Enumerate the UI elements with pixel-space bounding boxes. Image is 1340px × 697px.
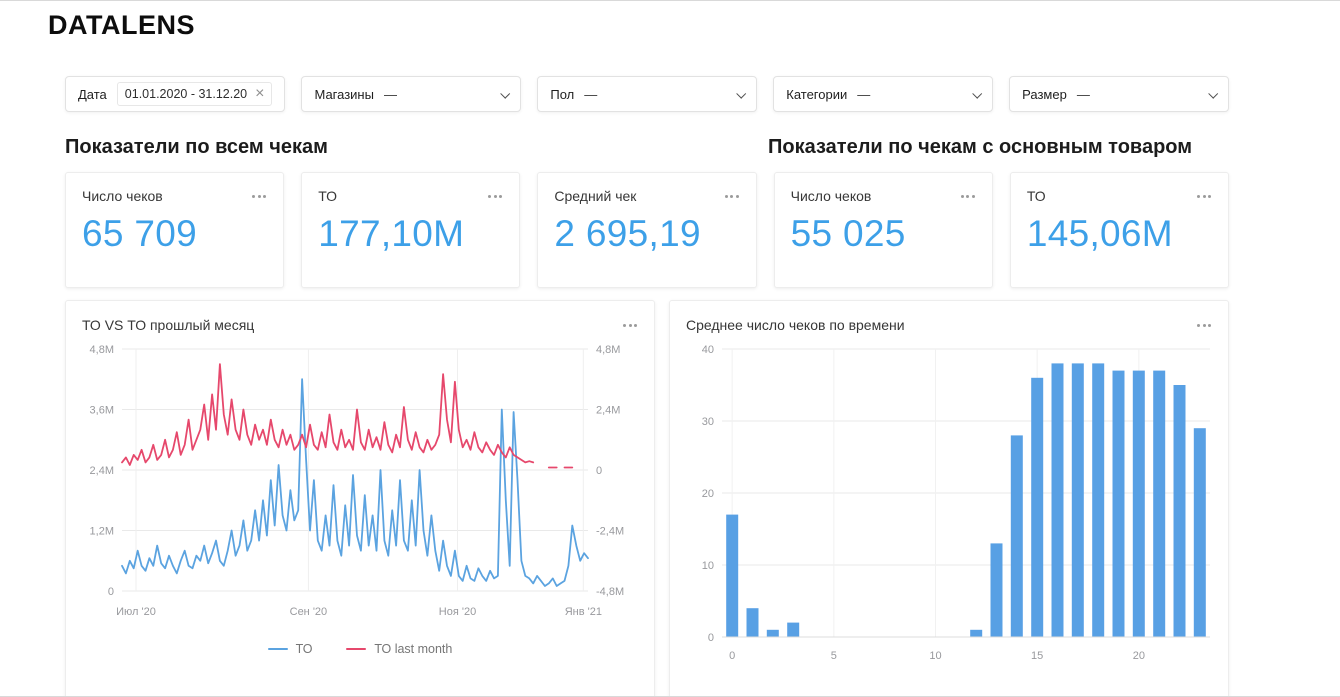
more-menu-icon[interactable]: [724, 192, 740, 201]
legend-line-red-icon: [346, 648, 367, 650]
chevron-down-icon: [500, 88, 511, 99]
filter-size-select[interactable]: Размер —: [1009, 76, 1230, 112]
line-chart[interactable]: 0 -4,8M 1,2M -2,4M 2,4M 0 3,6M 2,4M 4,8M 4,8M Июл …: [82, 337, 640, 629]
svg-text:0: 0: [729, 650, 735, 662]
filter-date[interactable]: Дата 01.01.2020 - 31.12.20 ×: [65, 76, 286, 112]
svg-text:0: 0: [108, 586, 114, 598]
datalens-logo: DATALENS: [48, 10, 195, 40]
chevron-down-icon: [972, 88, 983, 99]
bar-chart[interactable]: 0 10 20 30 40 0 5 10 15 20: [686, 337, 1214, 667]
section-title-main-product: Показатели по чекам с основным товаром: [768, 136, 1193, 158]
kpi-title: Средний чек: [554, 188, 637, 204]
legend-line-blue-icon: [267, 648, 288, 650]
kpi-title: ТО: [318, 188, 338, 204]
chevron-down-icon: [1208, 88, 1219, 99]
section-title-all-receipts: Показатели по всем чекам: [65, 136, 328, 158]
charts-row: ТО VS ТО прошлый месяц 0 -4,8M 1,2M -2,4M 2,…: [65, 300, 1229, 696]
kpi-card-turnover: ТО 177,10M: [301, 172, 521, 288]
svg-text:2,4M: 2,4M: [90, 465, 114, 477]
kpi-title: ТО: [1026, 188, 1046, 204]
svg-text:15: 15: [1031, 650, 1043, 662]
svg-text:4,8M: 4,8M: [90, 344, 114, 356]
more-menu-icon[interactable]: [251, 192, 267, 201]
line-chart-card: ТО VS ТО прошлый месяц 0 -4,8M 1,2M -2,4M 2,…: [65, 300, 655, 696]
svg-text:0: 0: [708, 632, 714, 644]
kpi-value: 177,10M: [318, 213, 465, 254]
chevron-down-icon: [736, 88, 747, 99]
more-menu-icon[interactable]: [487, 192, 503, 201]
legend-label: ТО last month: [374, 642, 453, 656]
svg-text:20: 20: [702, 488, 714, 500]
filter-shops-label: Магазины: [314, 86, 374, 102]
more-menu-icon[interactable]: [1196, 192, 1212, 201]
svg-text:40: 40: [702, 344, 714, 356]
svg-text:-2,4M: -2,4M: [596, 526, 624, 538]
svg-text:2,4M: 2,4M: [596, 405, 620, 417]
kpi-card-receipt-count-main: Число чеков 55 025: [773, 172, 993, 288]
filter-gender-select[interactable]: Пол —: [537, 76, 758, 112]
filter-shops-select[interactable]: Магазины —: [301, 76, 522, 112]
filter-size-label: Размер: [1022, 86, 1067, 102]
date-range-input[interactable]: 01.01.2020 - 31.12.20 ×: [116, 82, 273, 106]
filter-date-label: Дата: [78, 86, 107, 102]
kpi-title: Число чеков: [82, 188, 163, 204]
legend-item-to[interactable]: ТО: [267, 642, 313, 656]
filters-row: Дата 01.01.2020 - 31.12.20 × Магазины — …: [65, 76, 1230, 112]
kpi-card-average-receipt: Средний чек 2 695,19: [537, 172, 757, 288]
bar-chart-card: Среднее число чеков по времени 0 10 20 30 40…: [669, 300, 1229, 696]
svg-text:10: 10: [929, 650, 941, 662]
svg-text:Сен '20: Сен '20: [290, 606, 328, 618]
more-menu-icon[interactable]: [1196, 321, 1212, 330]
svg-text:Ноя '20: Ноя '20: [439, 606, 476, 618]
svg-text:-4,8M: -4,8M: [596, 586, 624, 598]
bar-chart-title: Среднее число чеков по времени: [686, 317, 905, 333]
chart-legend: ТО ТО last month: [82, 642, 638, 656]
filter-categories-select[interactable]: Категории —: [773, 76, 994, 112]
kpi-title: Число чеков: [790, 188, 872, 204]
svg-text:30: 30: [702, 416, 714, 428]
more-menu-icon[interactable]: [960, 192, 976, 201]
svg-text:3,6M: 3,6M: [90, 405, 114, 417]
svg-text:20: 20: [1133, 650, 1145, 662]
filter-size-value: —: [1076, 86, 1090, 102]
more-menu-icon[interactable]: [622, 321, 638, 330]
kpi-card-receipt-count: Число чеков 65 709: [65, 172, 285, 288]
svg-text:0: 0: [596, 465, 602, 477]
svg-text:5: 5: [831, 650, 837, 662]
topbar: DATALENS: [0, 1, 1340, 45]
kpi-value: 65 709: [82, 213, 197, 254]
filter-shops-value: —: [383, 86, 397, 102]
legend-item-to-last-month[interactable]: ТО last month: [346, 642, 452, 656]
kpi-value: 2 695,19: [554, 213, 701, 254]
svg-text:4,8M: 4,8M: [596, 344, 620, 356]
dashboard: Дата 01.01.2020 - 31.12.20 × Магазины — …: [65, 76, 1230, 696]
filter-categories-value: —: [857, 86, 871, 102]
clear-icon[interactable]: ×: [255, 85, 265, 102]
line-chart-title: ТО VS ТО прошлый месяц: [82, 317, 255, 333]
filter-categories-label: Категории: [786, 86, 848, 102]
kpi-value: 145,06M: [1026, 213, 1173, 254]
svg-text:1,2M: 1,2M: [90, 526, 114, 538]
kpi-value: 55 025: [790, 213, 906, 254]
section-titles: Показатели по всем чекам Показатели по ч…: [65, 136, 1229, 159]
svg-text:10: 10: [702, 560, 714, 572]
legend-label: ТО: [295, 642, 313, 656]
kpi-row: Число чеков 65 709 ТО 177,10M Средний че…: [65, 172, 1230, 288]
svg-text:Янв '21: Янв '21: [565, 606, 602, 618]
date-range-value: 01.01.2020 - 31.12.20: [124, 87, 248, 101]
filter-gender-label: Пол: [550, 86, 575, 102]
svg-text:Июл '20: Июл '20: [116, 606, 156, 618]
filter-gender-value: —: [584, 86, 598, 102]
kpi-card-turnover-main: ТО 145,06M: [1009, 172, 1230, 288]
